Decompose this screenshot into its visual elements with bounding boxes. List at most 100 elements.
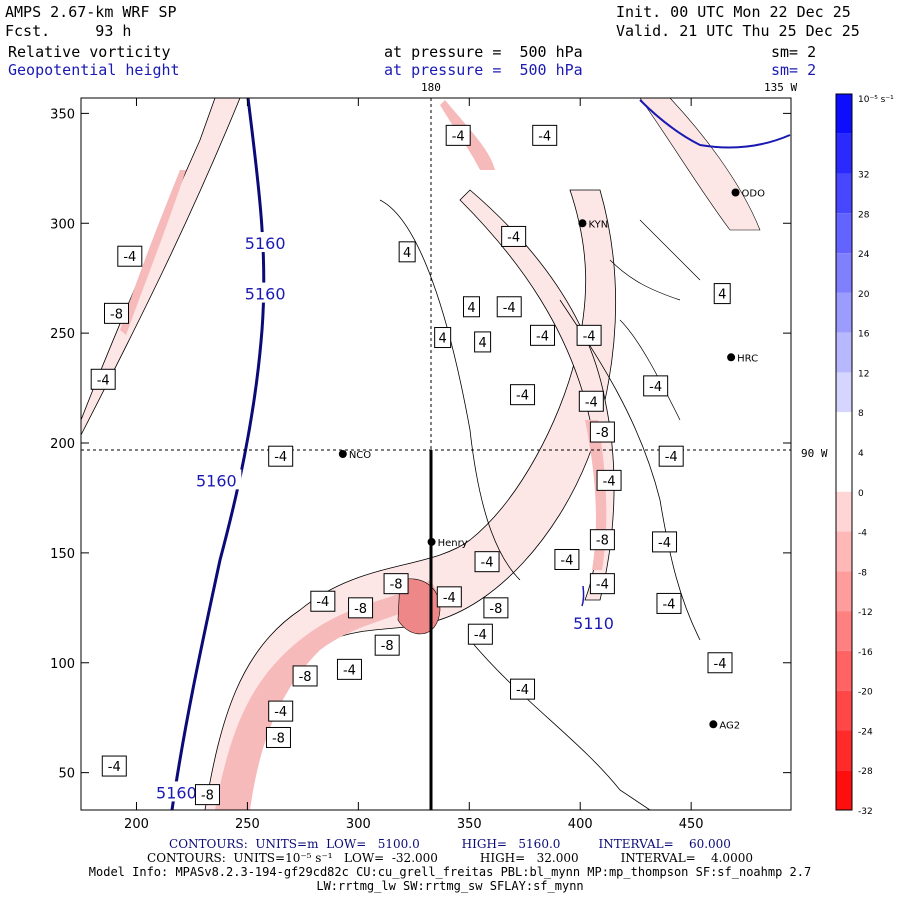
model-info-line2: LW:rrtmg_lw SW:rrtmg_sw SFLAY:sf_mynn bbox=[316, 879, 584, 893]
y-tick-label: 100 bbox=[50, 657, 75, 672]
vorticity-label-box bbox=[510, 678, 536, 700]
field1-smoothing: sm= 2 bbox=[771, 43, 817, 61]
vorticity-label-box bbox=[268, 445, 294, 467]
vorticity-label-box bbox=[90, 368, 116, 390]
field2-name: Geopotential height bbox=[8, 61, 180, 79]
vorticity-label: -4 bbox=[596, 578, 609, 593]
vorticity-label: -4 bbox=[658, 536, 671, 551]
vorticity-label: -4 bbox=[481, 556, 494, 571]
colorbar-units: 10⁻⁵ s⁻¹ bbox=[858, 95, 894, 105]
vorticity-label: -4 bbox=[443, 591, 456, 606]
station-marker bbox=[727, 353, 736, 362]
colorbar-bin bbox=[836, 730, 852, 771]
height-label-bg bbox=[151, 781, 202, 802]
vorticity-label-box bbox=[474, 551, 500, 573]
colorbar-label: 16 bbox=[858, 330, 870, 340]
station-hrc: HRC bbox=[727, 353, 758, 364]
vorticity-label-box bbox=[383, 573, 409, 595]
station-label: HRC bbox=[737, 353, 758, 364]
colorbar-bin bbox=[836, 531, 852, 572]
colorbar-label: -12 bbox=[858, 608, 873, 618]
colorbar-label: 28 bbox=[858, 210, 870, 220]
model-title: AMPS 2.67-km WRF SP bbox=[5, 3, 177, 21]
station-marker bbox=[427, 537, 436, 546]
vorticity-label: 4 bbox=[478, 336, 486, 351]
height-label: 5160 bbox=[156, 783, 197, 802]
x-tick-label: 300 bbox=[346, 817, 371, 832]
height-contour-info: CONTOURS: UNITS=m LOW= 5100.0 HIGH= 5160… bbox=[169, 837, 731, 851]
vorticity-label: -4 bbox=[343, 663, 356, 678]
vorticity-label: -4 bbox=[274, 705, 287, 720]
vorticity-label: -4 bbox=[665, 450, 678, 465]
colorbar-bin bbox=[836, 690, 852, 731]
colorbar-bin bbox=[836, 253, 852, 293]
vorticity-label: -4 bbox=[714, 657, 727, 672]
colorbar-label: -32 bbox=[858, 807, 873, 814]
vorticity-contour-info: CONTOURS: UNITS=10⁻⁵ s⁻¹ LOW= -32.000 HI… bbox=[147, 851, 753, 865]
x-tick-label: 250 bbox=[235, 817, 260, 832]
field1-name: Relative vorticity bbox=[8, 43, 171, 61]
height-label-bg bbox=[191, 469, 242, 490]
station-label: Henry bbox=[438, 538, 468, 549]
vorticity-zero-contour bbox=[469, 639, 651, 810]
meridian-label-180: 180 bbox=[421, 81, 441, 94]
station-marker bbox=[338, 450, 347, 458]
vorticity-label-box bbox=[578, 390, 604, 412]
vorticity-east-loops bbox=[609, 219, 701, 421]
station-kyn: KYN bbox=[578, 219, 608, 230]
station-henry: Henry bbox=[427, 537, 468, 549]
colorbar-label: -4 bbox=[858, 529, 867, 539]
vorticity-label-box bbox=[467, 623, 493, 645]
vorticity-label-box bbox=[501, 225, 527, 247]
station-odo: ODO bbox=[731, 188, 765, 199]
vorticity-label-box bbox=[474, 331, 492, 353]
forecast-hour: Fcst. 93 h bbox=[5, 22, 132, 40]
vorticity-label: 4 bbox=[439, 332, 447, 347]
vorticity-label: -4 bbox=[316, 595, 329, 610]
colorbar-label: 4 bbox=[858, 449, 864, 459]
station-label: NCO bbox=[349, 450, 371, 461]
vorticity-label: -8 bbox=[596, 426, 609, 441]
field2-smoothing: sm= 2 bbox=[771, 61, 817, 79]
field1-level: at pressure = 500 hPa bbox=[384, 43, 583, 61]
colorbar-bin bbox=[836, 372, 852, 413]
colorbar-label: 32 bbox=[858, 171, 869, 181]
colorbar-label: 8 bbox=[858, 409, 864, 419]
colorbar-bin bbox=[836, 611, 852, 651]
vorticity-label: -8 bbox=[390, 578, 403, 593]
vorticity-label: -4 bbox=[662, 597, 675, 612]
vorticity-label: -4 bbox=[452, 129, 465, 144]
vorticity-northeast bbox=[639, 98, 761, 231]
y-tick-label: 300 bbox=[50, 217, 75, 232]
colorbar-bin bbox=[836, 173, 852, 214]
colorbar-bin bbox=[836, 213, 852, 254]
vorticity-label-box bbox=[530, 324, 555, 346]
vorticity-label: -4 bbox=[603, 474, 616, 489]
colorbar-frame bbox=[835, 93, 853, 811]
vorticity-label-box bbox=[576, 324, 602, 346]
vorticity-label: -8 bbox=[381, 639, 394, 654]
colorbar-bin bbox=[836, 571, 852, 612]
vorticity-label: -4 bbox=[274, 450, 287, 465]
colorbar-label: 0 bbox=[858, 489, 864, 499]
vorticity-pos-contour bbox=[379, 199, 521, 581]
colorbar-label: 20 bbox=[858, 290, 870, 300]
colorbar-bin bbox=[836, 94, 852, 134]
vorticity-label: -4 bbox=[108, 760, 121, 775]
colorbar-label: -24 bbox=[858, 727, 873, 737]
vorticity-label-box bbox=[589, 529, 615, 551]
height-label: 5110 bbox=[573, 614, 614, 633]
vorticity-label: -4 bbox=[560, 553, 573, 568]
vorticity-label: -8 bbox=[596, 534, 609, 549]
vorticity-label-box bbox=[596, 469, 622, 491]
vorticity-label: -4 bbox=[538, 129, 551, 144]
vorticity-label-box bbox=[374, 634, 400, 656]
plot-frame bbox=[80, 97, 792, 811]
vorticity-label-box bbox=[434, 327, 452, 349]
vorticity-label: -8 bbox=[201, 789, 214, 804]
vorticity-label-box bbox=[483, 597, 509, 619]
station-label: AG2 bbox=[719, 720, 740, 731]
vorticity-label: 4 bbox=[467, 301, 475, 316]
